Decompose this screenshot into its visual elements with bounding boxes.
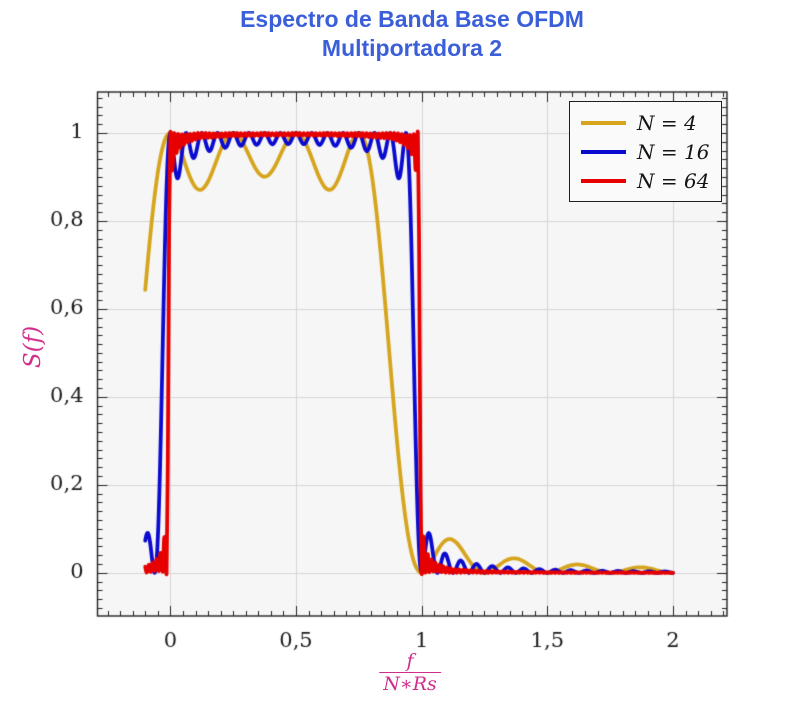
chart-title-line2: Multiportadora 2 — [321, 35, 503, 61]
legend-item: N = 16 — [581, 137, 717, 166]
x-axis-label-denominator: N∗Rs — [379, 672, 441, 695]
legend-item-label: N = 4 — [637, 110, 697, 135]
legend-item-label: N = 64 — [637, 168, 710, 193]
chart-title: Espectro de Banda Base OFDM Multiportado… — [97, 5, 727, 63]
chart-title-line1: Espectro de Banda Base OFDM — [240, 6, 584, 32]
legend-item-label: N = 16 — [637, 139, 710, 164]
legend-line-sample-n16 — [581, 149, 626, 154]
x-axis-label: f N∗Rs — [379, 651, 441, 695]
y-axis-label: S(f) — [20, 325, 46, 369]
legend: N = 4 N = 16 N = 64 — [569, 101, 722, 202]
legend-line-sample-n64 — [581, 178, 626, 183]
x-axis-label-numerator: f — [406, 650, 414, 672]
legend-item: N = 4 — [581, 108, 717, 137]
legend-line-sample-n4 — [581, 120, 626, 125]
legend-item: N = 64 — [581, 166, 717, 195]
